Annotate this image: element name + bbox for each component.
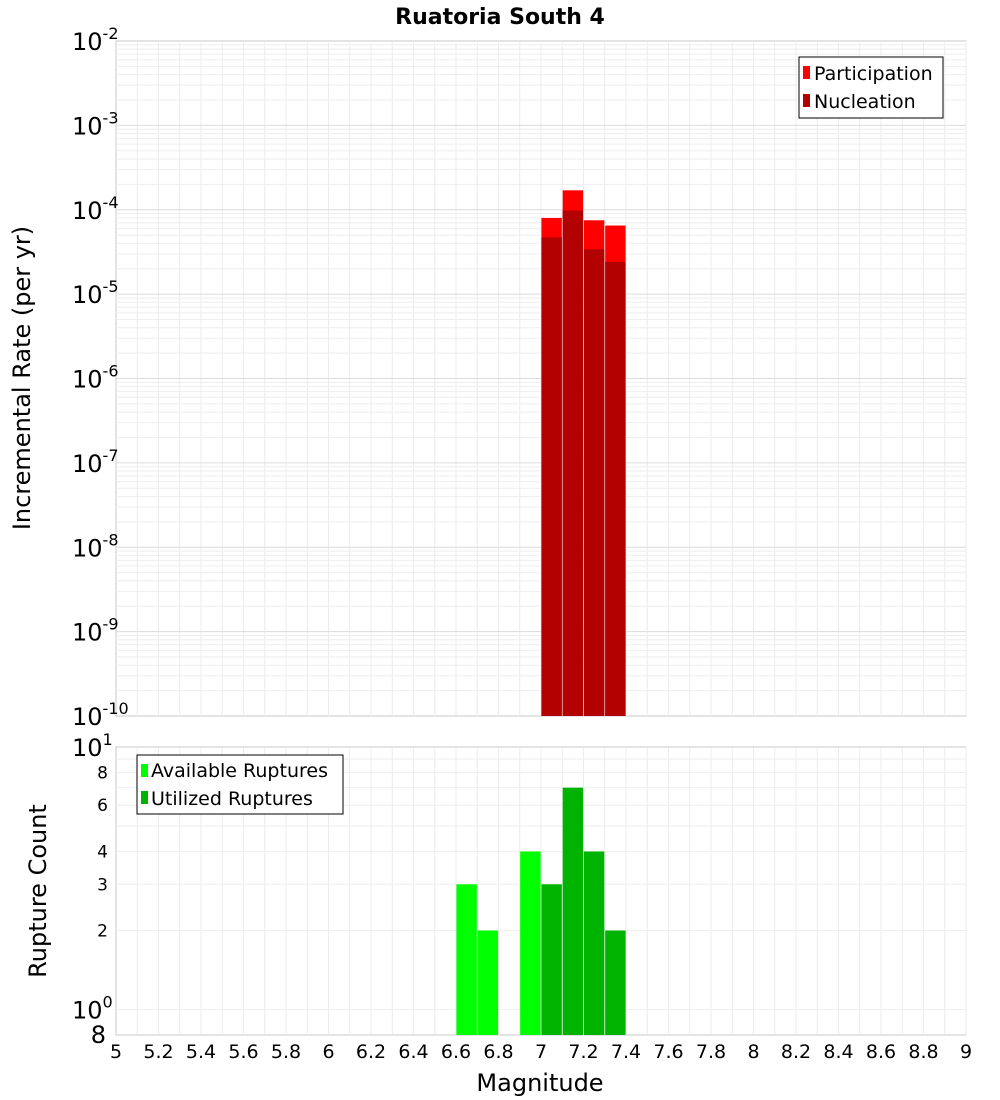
rate-legend: Participation Nucleation [798,56,944,119]
rate-bars [541,190,626,717]
x-tick-label: 7 [535,1041,547,1063]
count-legend-box [136,754,344,815]
rate-y-axis-label: Incremental Rate (per yr) [8,226,36,530]
legend-swatch-nucleation [803,94,810,107]
x-tick-label: 6.8 [483,1041,513,1063]
x-tick-label: 7.8 [696,1041,726,1063]
x-tick-label: 7.4 [611,1041,641,1063]
rate-y-tick-label: 10-2 [72,24,119,56]
x-tick-label: 6.4 [398,1041,428,1063]
count-y-tick-label: 2 [97,922,108,942]
count-y-tick-label: 101 [72,730,113,762]
rate-y-tick-label: 10-10 [72,699,129,731]
rate-y-tick-label: 10-4 [72,193,119,225]
count-y-axis-label: Rupture Count [24,804,52,978]
legend-label-available: Available Ruptures [151,760,328,782]
rate-y-tick-label: 10-8 [72,530,119,562]
x-tick-label: 7.6 [653,1041,683,1063]
legend-label-nucleation: Nucleation [814,91,916,113]
x-tick-label: 6.6 [441,1041,471,1063]
x-tick-label: 9 [960,1041,972,1063]
nucleation-bar [562,210,584,716]
count-y-tick-label: 4 [97,842,108,862]
x-axis-label: Magnitude [476,1069,603,1097]
x-tick-label: 8.2 [781,1041,811,1063]
count-bars [456,787,626,1035]
legend-swatch-participation [803,66,810,79]
rate-y-tick-label: 10-7 [72,446,119,478]
count-y-tick-label: 3 [97,875,108,895]
x-tick-label: 5 [110,1041,122,1063]
legend-label-participation: Participation [814,63,933,85]
chart-title: Ruatoria South 4 [395,5,605,30]
x-tick-label: 5.4 [186,1041,216,1063]
utilized-rupture-bar [605,930,626,1035]
nucleation-bar [605,262,626,716]
available-rupture-bar [520,851,541,1035]
x-tick-label: 8 [747,1041,759,1063]
x-tick-label: 5.2 [143,1041,173,1063]
count-y-tick-label: 8 [97,763,108,783]
legend-swatch-available [141,764,148,777]
nucleation-bar [583,249,605,716]
x-tick-label: 6 [322,1041,334,1063]
nucleation-bar [541,237,562,716]
rate-y-tick-label: 10-3 [72,108,119,140]
available-rupture-bar [456,884,477,1035]
legend-label-utilized: Utilized Ruptures [151,788,313,810]
x-tick-label: 6.2 [356,1041,386,1063]
x-tick-label: 7.2 [568,1041,598,1063]
count-y-tick-label: 8 [91,1021,106,1049]
rate-y-ticks: 10-2 10-3 10-4 10-5 10-6 10-7 10-8 10-9 10-10 [72,24,129,731]
rate-legend-box [798,56,944,119]
x-tick-label: 5.6 [228,1041,258,1063]
rate-panel: 10-2 10-3 10-4 10-5 10-6 10-7 10-8 10-9 10-10 In… [8,24,967,731]
x-tick-label: 8.8 [908,1041,938,1063]
utilized-rupture-bar [541,884,562,1035]
count-y-tick-label: 100 [72,993,113,1025]
count-y-tick-label: 6 [97,796,108,816]
x-ticks: 5 5.2 5.4 5.6 5.8 6 6.2 6.4 6.6 6.8 7 7.2 7.4 7.6 7.8 8… [110,1041,972,1063]
rate-y-tick-label: 10-5 [72,277,119,309]
legend-swatch-utilized [141,791,148,804]
rate-y-tick-label: 10-9 [72,615,119,647]
available-rupture-bar [477,930,499,1035]
rate-y-tick-label: 10-6 [72,362,119,394]
x-tick-label: 8.4 [823,1041,853,1063]
utilized-rupture-bar [583,851,605,1035]
rate-grid [116,41,967,716]
x-tick-label: 8.6 [866,1041,896,1063]
utilized-rupture-bar [562,787,584,1035]
x-tick-label: 5.8 [271,1041,301,1063]
count-legend: Available Ruptures Utilized Ruptures [136,754,344,815]
